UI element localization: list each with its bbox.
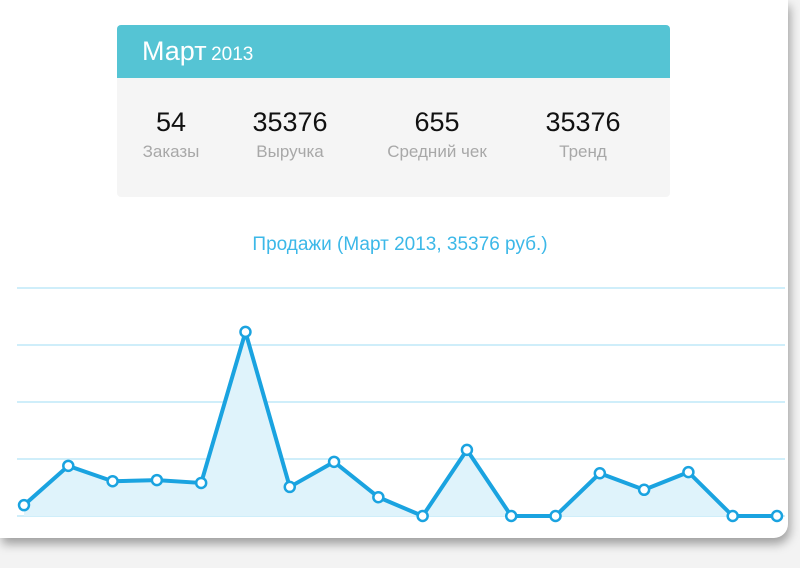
- point: [637, 483, 651, 497]
- point: [283, 480, 297, 494]
- line: [22, 329, 777, 518]
- point: [150, 473, 164, 487]
- point: [770, 509, 784, 523]
- point: [372, 490, 385, 504]
- stat-value: 655: [414, 107, 460, 137]
- stat-label: Выручка: [256, 142, 324, 161]
- panel: Март 2013 54 Заказы 35376 Выручка 655 Средний…: [0, 0, 788, 538]
- point: [416, 509, 429, 523]
- area: [24, 331, 777, 516]
- stat: 35376 Выручка: [210, 107, 370, 162]
- chart: Продажи (Март 2013, 35376 руб.): [17, 234, 785, 523]
- stat-label: Тренд: [559, 142, 607, 161]
- stat-value: 54: [155, 107, 187, 137]
- point: [504, 509, 518, 523]
- month: Март: [142, 36, 207, 66]
- point: [17, 498, 31, 512]
- year: 2013: [211, 44, 254, 65]
- point: [682, 465, 695, 479]
- point: [327, 455, 341, 469]
- stat: 35376 Тренд: [503, 107, 663, 162]
- stat-value: 35376: [545, 107, 621, 137]
- stat-label: Средний чек: [387, 142, 487, 161]
- point: [460, 443, 474, 457]
- point: [239, 325, 252, 339]
- point: [106, 474, 119, 488]
- point: [726, 509, 739, 523]
- stat-label: Заказы: [142, 142, 200, 161]
- point: [62, 459, 75, 473]
- chart-title: Продажи (Март 2013, 35376 руб.): [252, 234, 547, 255]
- point: [549, 509, 562, 523]
- point: [593, 467, 607, 480]
- summary-card: Март 2013 54 Заказы 35376 Выручка 655 Средний…: [117, 25, 670, 197]
- stat-value: 35376: [252, 107, 328, 137]
- stat: 655 Средний чек: [357, 107, 517, 162]
- stat: 54 Заказы: [117, 107, 251, 162]
- point: [194, 476, 208, 490]
- card-header: Март 2013: [117, 25, 670, 78]
